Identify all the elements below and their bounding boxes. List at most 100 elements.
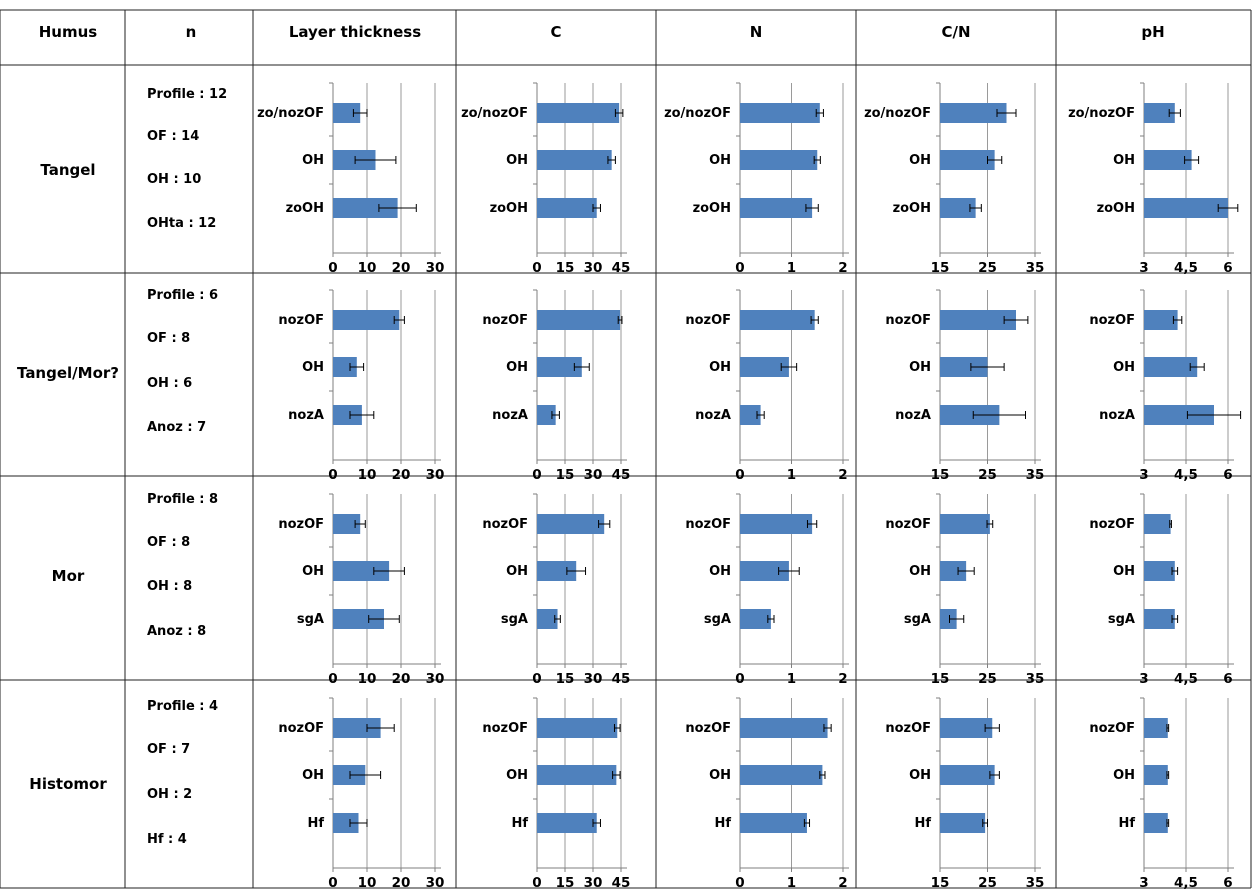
x-tick-label: 0 [532, 671, 541, 687]
bar [940, 198, 976, 218]
panel-n: 0 1 2 nozOF OH sgA [685, 493, 849, 687]
x-tick-label: 45 [612, 467, 631, 483]
x-tick-label: 30 [426, 671, 445, 687]
x-tick-label: 30 [426, 875, 445, 891]
x-tick-label: 1 [787, 260, 796, 276]
bar [940, 514, 990, 534]
category-label: nozOF [685, 721, 731, 736]
bar [1144, 514, 1171, 534]
row-n-label: Profile : 4 [147, 699, 218, 714]
panel-ph: 3 4,5 6 nozOF OH Hf [1089, 697, 1234, 891]
category-label: zo/nozOF [461, 106, 528, 121]
category-label: OH [506, 768, 528, 783]
x-tick-label: 25 [978, 467, 997, 483]
category-label: OH [709, 768, 731, 783]
row-n-label: OF : 14 [147, 129, 199, 144]
table-frame [0, 9, 1252, 889]
bar [940, 718, 993, 738]
bar [537, 514, 605, 534]
category-label: nozOF [278, 517, 324, 532]
category-label: nozOF [278, 313, 324, 328]
x-tick-label: 3 [1139, 671, 1148, 687]
bar [537, 609, 558, 629]
panel-n: 0 1 2 nozOF OH nozA [685, 289, 849, 483]
x-tick-label: 0 [532, 467, 541, 483]
category-label: nozOF [885, 313, 931, 328]
x-tick-label: 30 [426, 260, 445, 276]
bar [537, 561, 577, 581]
category-label: OH [302, 564, 324, 579]
row-n-label: Anoz : 8 [147, 624, 206, 639]
x-tick-label: 30 [584, 671, 603, 687]
header-ph: pH [1141, 23, 1164, 41]
category-label: nozA [492, 408, 528, 423]
bar [940, 813, 986, 833]
x-tick-label: 4,5 [1174, 671, 1198, 687]
row-n-label: OF : 8 [147, 331, 190, 346]
bar [940, 150, 995, 170]
row-n-label: OHta : 12 [147, 216, 216, 231]
x-tick-label: 3 [1139, 467, 1148, 483]
row-n-label: OF : 8 [147, 535, 190, 550]
category-label: OH [709, 153, 731, 168]
row-humus-label: Mor [52, 567, 85, 585]
bar [333, 357, 357, 377]
header-c-n: C/N [941, 23, 970, 41]
x-tick-label: 10 [358, 875, 377, 891]
category-label: Hf [714, 816, 731, 831]
x-tick-label: 20 [392, 671, 411, 687]
category-label: OH [302, 153, 324, 168]
category-label: nozOF [685, 517, 731, 532]
category-label: OH [506, 564, 528, 579]
bar [940, 357, 988, 377]
x-tick-label: 45 [612, 875, 631, 891]
x-tick-label: 15 [556, 875, 575, 891]
panel-c-n: 15 25 35 nozOF OH Hf [885, 697, 1044, 891]
panel-c-n: 15 25 35 nozOF OH nozA [885, 289, 1044, 483]
panel-n: 0 1 2 zo/nozOF OH zoOH [664, 82, 849, 276]
header-humus: Humus [39, 23, 98, 41]
x-tick-label: 4,5 [1174, 467, 1198, 483]
bar [1144, 813, 1168, 833]
bar [333, 813, 359, 833]
bar [1144, 561, 1175, 581]
x-tick-label: 15 [931, 875, 950, 891]
bar [1144, 405, 1214, 425]
x-tick-label: 2 [838, 671, 847, 687]
header-n: n [186, 23, 197, 41]
panel-c: 0 15 30 45 nozOF OH Hf [482, 697, 631, 891]
bar [740, 561, 789, 581]
row-humus-label: Histomor [29, 775, 107, 793]
category-label: nozOF [278, 721, 324, 736]
category-label: nozOF [1089, 313, 1135, 328]
bar [333, 765, 366, 785]
x-tick-label: 30 [584, 467, 603, 483]
panel-ph: 3 4,5 6 zo/nozOF OH zoOH [1068, 82, 1239, 276]
x-tick-label: 1 [787, 671, 796, 687]
bar [1144, 718, 1168, 738]
bar [333, 198, 398, 218]
bar [537, 718, 618, 738]
x-tick-label: 0 [328, 467, 337, 483]
row-n-label: Anoz : 7 [147, 420, 206, 435]
panel-layer-thickness: 0 10 20 30 zo/nozOF OH zoOH [257, 82, 445, 276]
bar [1144, 103, 1175, 123]
row-humus-label: Tangel [40, 161, 95, 179]
row-n-label: Hf : 4 [147, 832, 187, 847]
row-n-label: Profile : 12 [147, 87, 227, 102]
bar [740, 310, 815, 330]
x-tick-label: 30 [426, 467, 445, 483]
bar [537, 765, 617, 785]
category-label: zo/nozOF [864, 106, 931, 121]
row-n-label: Profile : 6 [147, 288, 218, 303]
panel-c: 0 15 30 45 zo/nozOF OH zoOH [461, 82, 630, 276]
category-label: OH [1113, 360, 1135, 375]
category-label: OH [909, 153, 931, 168]
x-tick-label: 25 [978, 260, 997, 276]
x-tick-label: 0 [532, 260, 541, 276]
bar [1144, 310, 1178, 330]
x-tick-label: 1 [787, 875, 796, 891]
category-label: sgA [904, 612, 931, 627]
x-tick-label: 6 [1223, 875, 1232, 891]
